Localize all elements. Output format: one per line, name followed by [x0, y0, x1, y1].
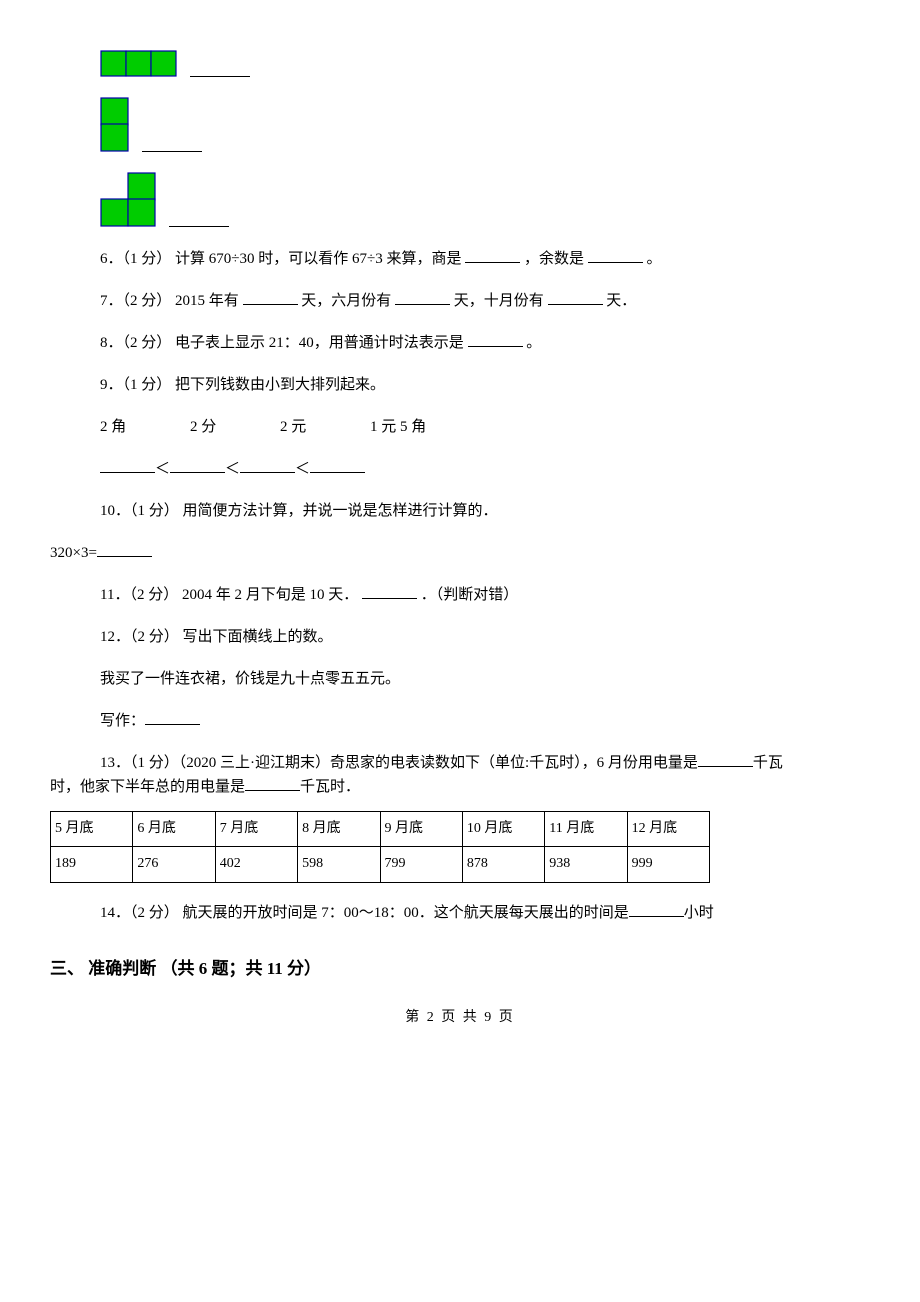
q10-expr: 320×3=: [50, 545, 97, 561]
q14-text-b: 小时: [684, 905, 714, 921]
q8-text-a: 8．（2 分） 电子表上显示 21：40，用普通计时法表示是: [100, 335, 464, 351]
table-cell: 7 月底: [215, 812, 297, 847]
question-10: 10．（1 分） 用简便方法计算，并说一说是怎样进行计算的．: [100, 499, 870, 523]
q8-text-b: 。: [526, 335, 541, 351]
q9-item-1: 2 角: [100, 415, 126, 439]
table-cell: 402: [215, 847, 297, 882]
section-3-heading: 三、 准确判断 （共 6 题；共 11 分）: [50, 955, 870, 982]
table-cell: 6 月底: [133, 812, 215, 847]
table-cell: 9 月底: [380, 812, 462, 847]
q9-text: 9．（1 分） 把下列钱数由小到大排列起来。: [100, 377, 385, 393]
q6-blank-1: [465, 248, 520, 263]
q12-line3-text: 写作：: [100, 713, 145, 729]
q6-text-c: 。: [646, 251, 661, 267]
q13-text-d: 千瓦时．: [300, 779, 360, 795]
question-6: 6．（1 分） 计算 670÷30 时，可以看作 67÷3 来算，商是 ，余数是…: [100, 247, 870, 271]
q11-text-b: ．（判断对错）: [421, 587, 519, 603]
question-9: 9．（1 分） 把下列钱数由小到大排列起来。: [100, 373, 870, 397]
q9-item-3: 2 元: [280, 415, 306, 439]
q9-items: 2 角 2 分 2 元 1 元 5 角: [100, 415, 870, 439]
table-cell: 598: [298, 847, 380, 882]
question-7: 7．（2 分） 2015 年有 天，六月份有 天，十月份有 天．: [100, 289, 870, 313]
question-14: 14．（2 分） 航天展的开放时间是 7：00～18：00．这个航天展每天展出的…: [100, 901, 870, 925]
q13-blank-1: [698, 752, 753, 767]
q6-text-b: ，余数是: [524, 251, 584, 267]
q13-table: 5 月底 6 月底 7 月底 8 月底 9 月底 10 月底 11 月底 12 …: [50, 811, 710, 883]
figure-2-blank: [142, 151, 202, 152]
table-cell: 189: [51, 847, 133, 882]
q6-text-a: 6．（1 分） 计算 670÷30 时，可以看作 67÷3 来算，商是: [100, 251, 461, 267]
table-cell: 799: [380, 847, 462, 882]
q13-line2: 时，他家下半年总的用电量是 千瓦时．: [50, 775, 870, 799]
table-cell: 12 月底: [627, 812, 709, 847]
q11-blank: [362, 584, 417, 599]
question-8: 8．（2 分） 电子表上显示 21：40，用普通计时法表示是 。: [100, 331, 870, 355]
table-row-header: 5 月底 6 月底 7 月底 8 月底 9 月底 10 月底 11 月底 12 …: [51, 812, 710, 847]
q7-text-c: 天，十月份有: [454, 293, 544, 309]
q9-blank-1: [100, 458, 155, 473]
table-cell: 878: [462, 847, 544, 882]
q9-blank-2: [170, 458, 225, 473]
q6-blank-2: [588, 248, 643, 263]
table-cell: 11 月底: [545, 812, 627, 847]
q13-text-c: 时，他家下半年总的用电量是: [50, 779, 245, 795]
q13-blank-2: [245, 776, 300, 791]
table-cell: 5 月底: [51, 812, 133, 847]
figure-3-blank: [169, 226, 229, 227]
q12-blank: [145, 710, 200, 725]
q7-blank-3: [548, 290, 603, 305]
q7-blank-1: [243, 290, 298, 305]
q12-line2-text: 我买了一件连衣裙，价钱是九十点零五五元。: [100, 671, 400, 687]
q7-text-a: 7．（2 分） 2015 年有: [100, 293, 239, 309]
figure-3: [100, 172, 870, 227]
figure-2-svg: [100, 97, 130, 152]
question-12: 12．（2 分） 写出下面横线上的数。: [100, 625, 870, 649]
q10-text: 10．（1 分） 用简便方法计算，并说一说是怎样进行计算的．: [100, 503, 498, 519]
q13-text-b: 千瓦: [753, 755, 783, 771]
q7-text-b: 天，六月份有: [301, 293, 391, 309]
table-cell: 276: [133, 847, 215, 882]
q14-text-a: 14．（2 分） 航天展的开放时间是 7：00～18：00．这个航天展每天展出的…: [100, 905, 629, 921]
figure-2: [100, 97, 870, 152]
table-cell: 938: [545, 847, 627, 882]
q9-blank-4: [310, 458, 365, 473]
q7-text-d: 天．: [606, 293, 636, 309]
q13-text-a: 13．（1 分）（2020 三上·迎江期末）奇思家的电表读数如下（单位:千瓦时）…: [100, 755, 698, 771]
q14-blank: [629, 902, 684, 917]
question-13: 13．（1 分）（2020 三上·迎江期末）奇思家的电表读数如下（单位:千瓦时）…: [50, 751, 870, 799]
figure-1-svg: [100, 50, 178, 77]
table-cell: 8 月底: [298, 812, 380, 847]
q9-blank-3: [240, 458, 295, 473]
q7-blank-2: [395, 290, 450, 305]
table-cell: 999: [627, 847, 709, 882]
table-cell: 10 月底: [462, 812, 544, 847]
page-footer: 第 2 页 共 9 页: [50, 1007, 870, 1029]
q11-text-a: 11．（2 分） 2004 年 2 月下旬是 10 天．: [100, 587, 358, 603]
q12-line2: 我买了一件连衣裙，价钱是九十点零五五元。: [100, 667, 870, 691]
q10-blank: [97, 542, 152, 557]
figure-3-svg: [100, 172, 157, 227]
q10-expr-line: 320×3=: [50, 541, 870, 565]
question-11: 11．（2 分） 2004 年 2 月下旬是 10 天． ．（判断对错）: [100, 583, 870, 607]
table-row-values: 189 276 402 598 799 878 938 999: [51, 847, 710, 882]
figure-1-blank: [190, 76, 250, 77]
q9-compare: ＜＜＜: [100, 457, 870, 481]
q13-line1: 13．（1 分）（2020 三上·迎江期末）奇思家的电表读数如下（单位:千瓦时）…: [50, 751, 870, 775]
q12-text: 12．（2 分） 写出下面横线上的数。: [100, 629, 333, 645]
q9-item-2: 2 分: [190, 415, 216, 439]
q8-blank-1: [468, 332, 523, 347]
q9-item-4: 1 元 5 角: [370, 415, 426, 439]
figure-1: [100, 50, 870, 77]
q12-line3: 写作：: [100, 709, 870, 733]
